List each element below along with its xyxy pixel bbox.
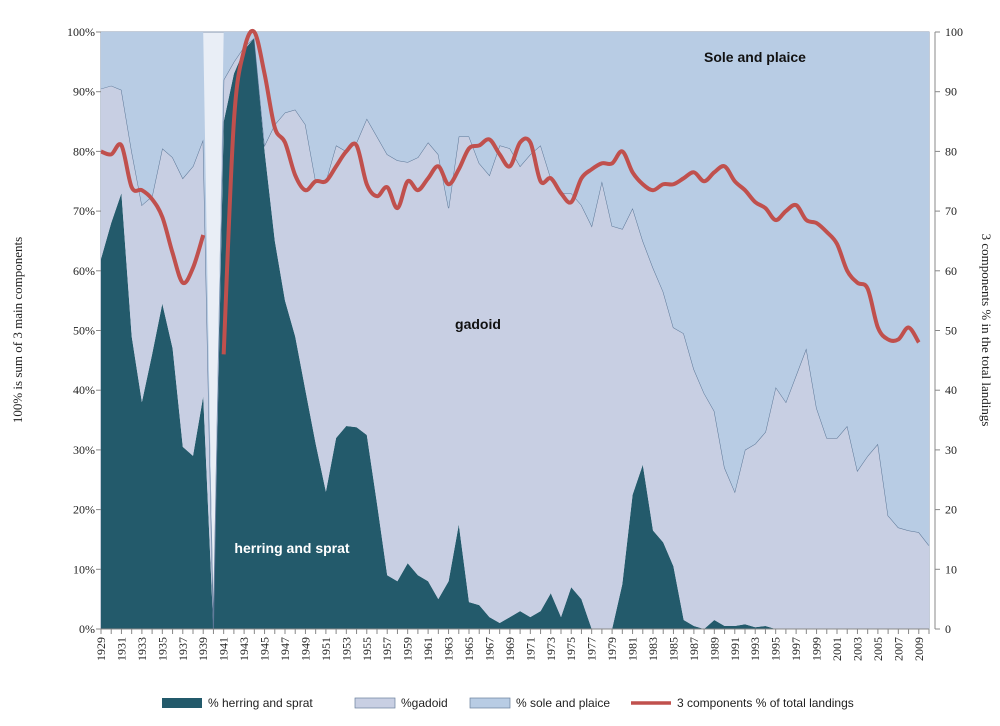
- x-tick-label: 1937: [176, 637, 190, 661]
- x-tick-label: 1971: [523, 637, 537, 661]
- annotation-sole: Sole and plaice: [704, 49, 806, 65]
- x-tick-label: 1959: [401, 637, 415, 661]
- x-tick-label: 2003: [850, 637, 864, 661]
- total-landings-line: [100, 142, 206, 286]
- x-tick-label: 1969: [503, 637, 517, 661]
- y-tick-label: 70%: [73, 204, 95, 218]
- y2-tick-label: 40: [945, 383, 957, 397]
- x-tick-label: 1973: [544, 637, 558, 661]
- x-tick-label: 1955: [360, 637, 374, 661]
- x-tick-label: 1945: [258, 637, 272, 661]
- annotation-gadoid: gadoid: [455, 316, 501, 332]
- herring-area: [101, 38, 929, 629]
- y-tick-label: 50%: [73, 324, 95, 338]
- y2-tick-label: 90: [945, 85, 957, 99]
- x-tick-label: 1997: [789, 637, 803, 661]
- x-tick-label: 1961: [421, 637, 435, 661]
- annotation-herring: herring and sprat: [234, 540, 349, 556]
- x-tick-label: 1989: [707, 637, 721, 661]
- x-tick-label: 1953: [339, 637, 353, 661]
- legend-swatch-herring: [162, 698, 202, 708]
- legend-label-total: 3 components % of total landings: [677, 696, 854, 710]
- x-tick-label: 1985: [666, 637, 680, 661]
- x-tick-label: 2001: [830, 637, 844, 661]
- x-tick-label: 1941: [217, 637, 231, 661]
- ticks-layer: 0% 10% 20% 30% 40% 50% 60% 70% 80% 90% 100% 0 10 20 30…: [67, 25, 963, 661]
- y-tick-label: 100%: [67, 25, 95, 39]
- areas-layer: [100, 29, 930, 630]
- total-landings-line: [221, 29, 921, 355]
- x-tick-label: 1999: [810, 637, 824, 661]
- legend-label-herring: % herring and sprat: [208, 696, 313, 710]
- x-tick-label: 1965: [462, 637, 476, 661]
- x-tick-label: 1977: [585, 637, 599, 661]
- x-tick-label: 1935: [155, 637, 169, 661]
- x-tick-label: 1963: [442, 637, 456, 661]
- y2-tick-label: 80: [945, 144, 957, 158]
- gadoid-area: [101, 38, 929, 629]
- x-tick-label: 2007: [891, 637, 905, 661]
- y-tick-label: 10%: [73, 562, 95, 576]
- y2-axis-title: 3 components % in the total landings: [979, 234, 994, 427]
- y2-tick-label: 70: [945, 204, 957, 218]
- y-axis-title: 100% is sum of 3 main components: [10, 237, 25, 423]
- legend-swatch-gadoid: [354, 697, 396, 709]
- y2-tick-label: 20: [945, 503, 957, 517]
- y2-tick-label: 0: [945, 622, 951, 636]
- y-tick-label: 80%: [73, 144, 95, 158]
- x-tick-label: 1975: [564, 637, 578, 661]
- x-tick-label: 1981: [626, 637, 640, 661]
- y-tick-label: 60%: [73, 264, 95, 278]
- x-tick-label: 1939: [196, 637, 210, 661]
- x-tick-label: 1957: [380, 637, 394, 661]
- y-tick-label: 0%: [79, 622, 95, 636]
- x-tick-label: 1979: [605, 637, 619, 661]
- x-tick-label: 1947: [278, 637, 292, 661]
- sole-area: [101, 32, 929, 629]
- y2-tick-label: 100: [945, 25, 963, 39]
- x-tick-label: 2009: [912, 637, 926, 661]
- legend-label-sole: % sole and plaice: [516, 696, 610, 710]
- x-tick-label: 1967: [482, 637, 496, 661]
- y2-tick-label: 10: [945, 562, 957, 576]
- y-tick-label: 20%: [73, 503, 95, 517]
- x-tick-label: 1991: [728, 637, 742, 661]
- y-tick-label: 90%: [73, 85, 95, 99]
- x-tick-label: 1987: [687, 637, 701, 661]
- legend-label-gadoid: %gadoid: [401, 696, 448, 710]
- x-tick-label: 1993: [748, 637, 762, 661]
- x-tick-label: 1943: [237, 637, 251, 661]
- legend-swatch-sole: [469, 697, 511, 709]
- x-tick-label: 1929: [94, 637, 108, 661]
- x-tick-label: 1983: [646, 637, 660, 661]
- x-tick-label: 1949: [298, 637, 312, 661]
- x-tick-label: 1933: [135, 637, 149, 661]
- x-tick-label: 2005: [871, 637, 885, 661]
- y2-tick-label: 30: [945, 443, 957, 457]
- x-tick-label: 1931: [114, 637, 128, 661]
- x-tick-label: 1951: [319, 637, 333, 661]
- y2-tick-label: 50: [945, 324, 957, 338]
- y-tick-label: 30%: [73, 443, 95, 457]
- y-tick-label: 40%: [73, 383, 95, 397]
- y2-tick-label: 60: [945, 264, 957, 278]
- legend: % herring and sprat %gadoid % sole and p…: [162, 696, 854, 710]
- x-tick-label: 1995: [769, 637, 783, 661]
